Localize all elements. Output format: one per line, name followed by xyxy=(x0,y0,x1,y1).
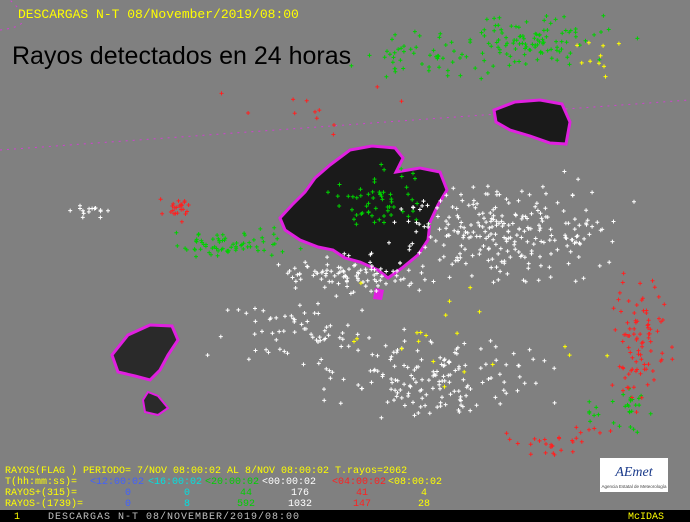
legend-time: <08:00:02 xyxy=(388,477,442,488)
legend-time: <00:00:02 xyxy=(262,477,316,488)
legend-count: 8 xyxy=(184,499,190,510)
mallorca xyxy=(278,144,449,280)
legend-count: 28 xyxy=(418,499,430,510)
legend-count: 0 xyxy=(125,488,131,499)
footer-frame: 1 xyxy=(14,512,20,522)
menorca xyxy=(492,98,572,146)
strike-cluster xyxy=(504,425,613,457)
logo-subtitle: Agencia Estatal de Meteorología xyxy=(601,484,667,489)
strike-cluster xyxy=(349,29,491,81)
strike-cluster xyxy=(575,40,621,79)
footer-title: DESCARGAS N-T 08/NOVEMBER/2019/08:00 xyxy=(48,511,300,522)
legend-count: 41 xyxy=(356,488,368,499)
strike-cluster xyxy=(276,251,425,299)
legend-count: 592 xyxy=(237,499,255,510)
strike-cluster xyxy=(587,386,653,435)
header-title: DESCARGAS N-T 08/November/2019/08:00 xyxy=(18,7,299,22)
legend-count: 44 xyxy=(240,488,252,499)
strike-cluster xyxy=(219,84,404,137)
legend-time: <16:00:02 xyxy=(148,477,202,488)
legend-period: RAYOS(FLAG ) PERIODO= 7/NOV 08:00:02 AL … xyxy=(5,465,407,477)
legend-negative-label: RAYOS-(1739)= xyxy=(5,498,83,510)
logo-box xyxy=(600,458,668,492)
strike-cluster xyxy=(352,281,610,389)
map-title: Rayos detectados en 24 horas xyxy=(12,42,351,70)
legend: RAYOS(FLAG ) PERIODO= 7/NOV 08:00:02 AL … xyxy=(5,465,442,510)
footer-software: McIDAS xyxy=(628,512,664,522)
legend-count: 0 xyxy=(184,488,190,499)
logo-name: AEmet xyxy=(614,465,653,480)
strike-cluster xyxy=(205,301,372,362)
islands xyxy=(110,98,572,417)
ibiza xyxy=(110,323,180,382)
legend-count: 1032 xyxy=(288,499,312,510)
legend-count: 0 xyxy=(125,499,131,510)
legend-count: 147 xyxy=(353,499,371,510)
legend-time: <04:00:02 xyxy=(332,477,386,488)
legend-time: <12:00:02 xyxy=(90,477,144,488)
legend-positive-label: RAYOS+(315)= xyxy=(5,487,77,499)
formentera xyxy=(141,390,170,417)
strike-cluster xyxy=(174,225,303,259)
lightning-strikes xyxy=(68,13,675,457)
strike-cluster xyxy=(363,169,636,293)
legend-time-label: T(hh:mm:ss)= xyxy=(5,476,77,488)
strike-cluster xyxy=(301,327,557,420)
strike-cluster xyxy=(158,197,191,224)
logo: AEmet Agencia Estatal de Meteorología xyxy=(600,458,668,492)
legend-count: 4 xyxy=(421,488,427,499)
strike-cluster xyxy=(435,13,640,71)
legend-time: <20:00:02 xyxy=(205,477,259,488)
strike-cluster xyxy=(68,203,110,220)
strike-cluster xyxy=(326,162,432,227)
legend-count: 176 xyxy=(291,488,309,499)
footer-bar xyxy=(0,510,690,522)
strike-cluster xyxy=(610,271,675,415)
